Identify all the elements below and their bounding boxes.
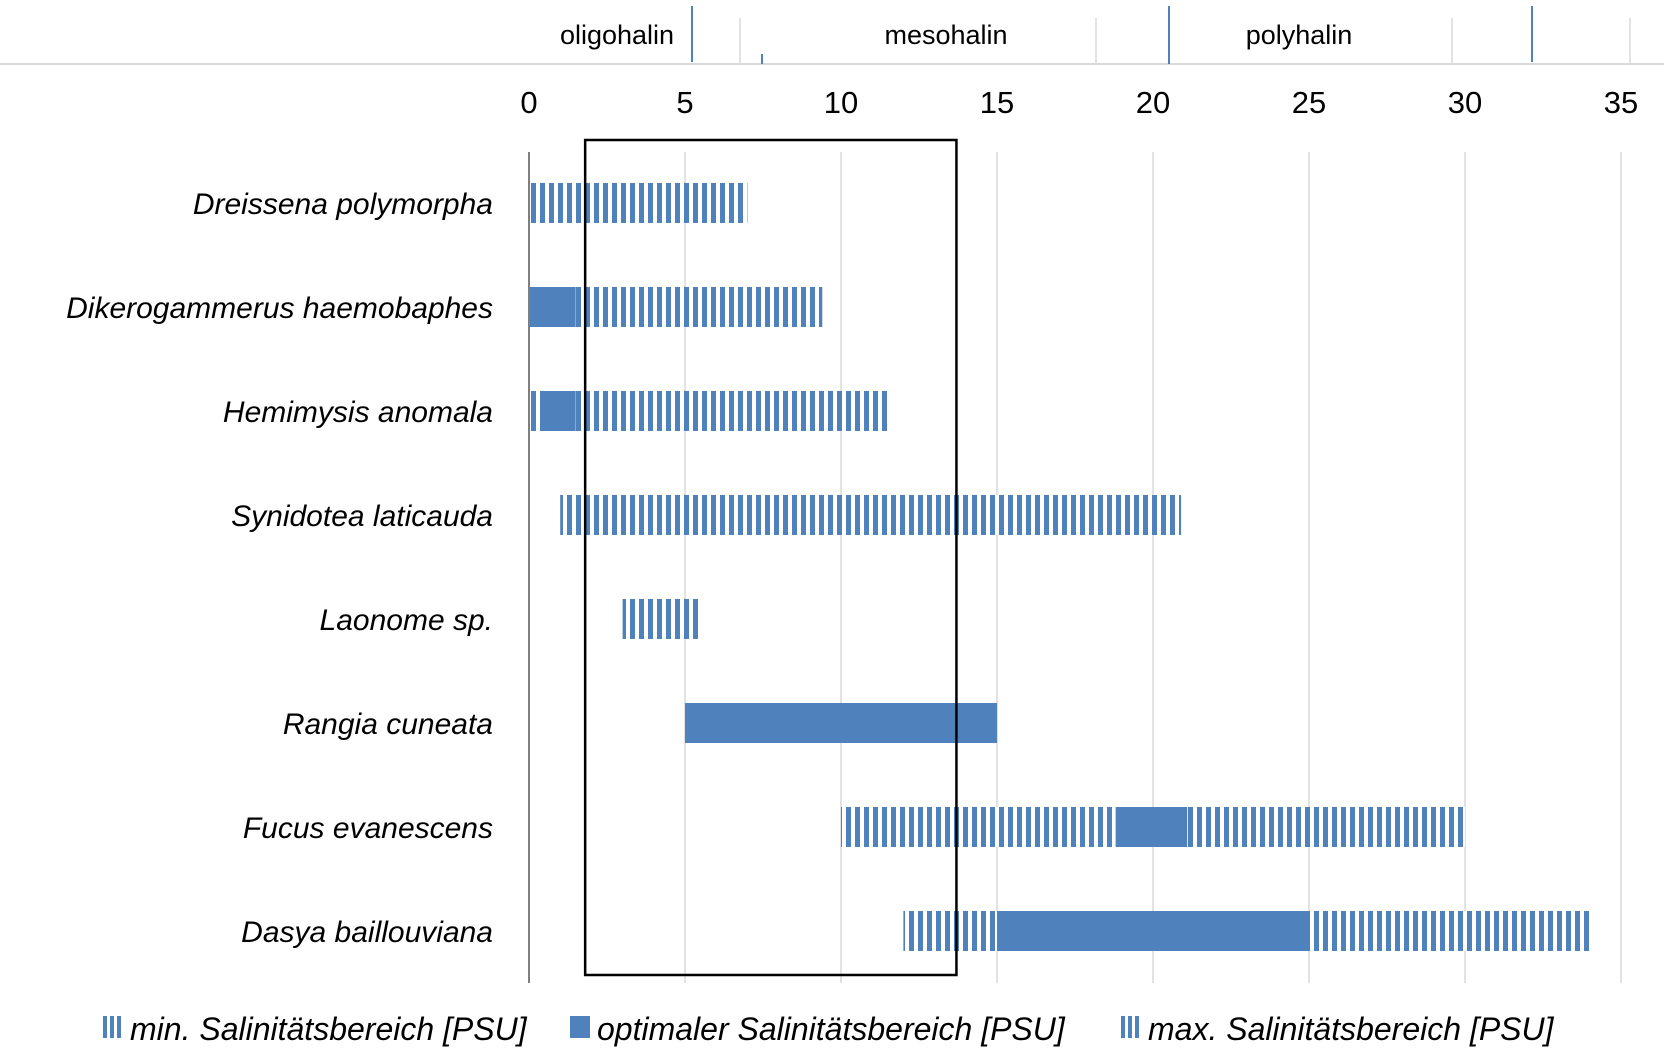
legend-swatch-solid — [570, 1016, 590, 1038]
legend-label: min. Salinitätsbereich [PSU] — [130, 1011, 528, 1047]
legend-swatch-hatched — [103, 1016, 107, 1038]
x-tick-label: 0 — [520, 85, 537, 120]
x-tick-label: 35 — [1604, 85, 1638, 120]
bar-segment — [529, 391, 542, 431]
zone-label-polyhalin: polyhalin — [1246, 20, 1353, 50]
bar-segment — [959, 807, 1116, 847]
bar-segment — [529, 183, 583, 223]
category-label: Dreissena polymorpha — [193, 188, 493, 221]
category-labels: Dreissena polymorpha Dikerogammerus haemo… — [66, 188, 493, 949]
x-tick-label: 10 — [824, 85, 858, 120]
x-tick-label: 20 — [1136, 85, 1170, 120]
gridlines — [684, 152, 1622, 983]
bar-segment — [959, 495, 1182, 535]
bar-segment — [560, 495, 960, 535]
bar-segment — [529, 287, 576, 327]
category-label: Rangia cuneata — [283, 708, 493, 741]
x-tick-label: 5 — [676, 85, 693, 120]
legend-swatch-hatched — [1121, 1016, 1125, 1038]
bar-segment — [685, 703, 997, 743]
legend-swatch-hatched — [1135, 1016, 1139, 1038]
zone-label-oligohalin: oligohalin — [560, 20, 674, 50]
bar-segment — [997, 911, 1309, 951]
x-tick-label: 15 — [980, 85, 1014, 120]
bar-segment — [1115, 807, 1188, 847]
bar-segment — [575, 287, 823, 327]
category-label: Synidotea laticauda — [231, 500, 493, 533]
category-label: Hemimysis anomala — [223, 396, 493, 429]
range-bars — [529, 183, 1590, 951]
legend-swatch-hatched — [117, 1016, 121, 1038]
bar-segment — [1187, 807, 1465, 847]
legend-label: optimaler Salinitätsbereich [PSU] — [597, 1011, 1066, 1047]
bar-segment — [841, 807, 960, 847]
bar-segment — [582, 183, 748, 223]
category-label: Fucus evanescens — [243, 812, 493, 845]
salinity-zone-strip: oligohalin mesohalin polyhalin — [0, 6, 1664, 65]
category-label: Dikerogammerus haemobaphes — [66, 292, 493, 325]
bar-segment — [638, 599, 701, 639]
bar-segment — [575, 391, 888, 431]
highlight-box — [583, 138, 958, 977]
bar-segment — [903, 911, 997, 951]
x-tick-label: 25 — [1292, 85, 1326, 120]
category-label: Laonome sp. — [320, 604, 493, 637]
legend-label: max. Salinitätsbereich [PSU] — [1148, 1011, 1555, 1047]
bar-segment — [541, 391, 576, 431]
bar-segment — [622, 599, 639, 639]
legend-swatch-hatched — [1128, 1016, 1132, 1038]
bar-segment — [1309, 911, 1590, 951]
zone-label-mesohalin: mesohalin — [884, 20, 1007, 50]
x-tick-label: 30 — [1448, 85, 1482, 120]
legend-swatch-hatched — [110, 1016, 114, 1038]
category-label: Dasya baillouviana — [241, 916, 493, 949]
x-axis-tick-labels: 0 5 10 15 20 25 30 35 — [520, 85, 1638, 120]
legend: min. Salinitätsbereich [PSU] optimaler Sa… — [103, 1011, 1555, 1047]
